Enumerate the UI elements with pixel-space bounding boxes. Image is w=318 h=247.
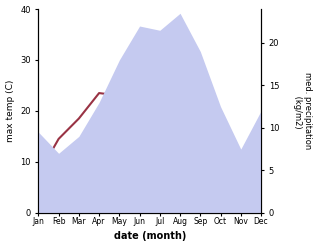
Y-axis label: max temp (C): max temp (C) <box>5 80 15 142</box>
X-axis label: date (month): date (month) <box>114 231 186 242</box>
Y-axis label: med. precipitation
 (kg/m2): med. precipitation (kg/m2) <box>293 72 313 149</box>
